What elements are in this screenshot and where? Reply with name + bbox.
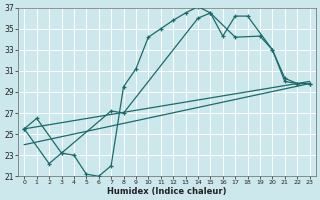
X-axis label: Humidex (Indice chaleur): Humidex (Indice chaleur) [107, 187, 227, 196]
